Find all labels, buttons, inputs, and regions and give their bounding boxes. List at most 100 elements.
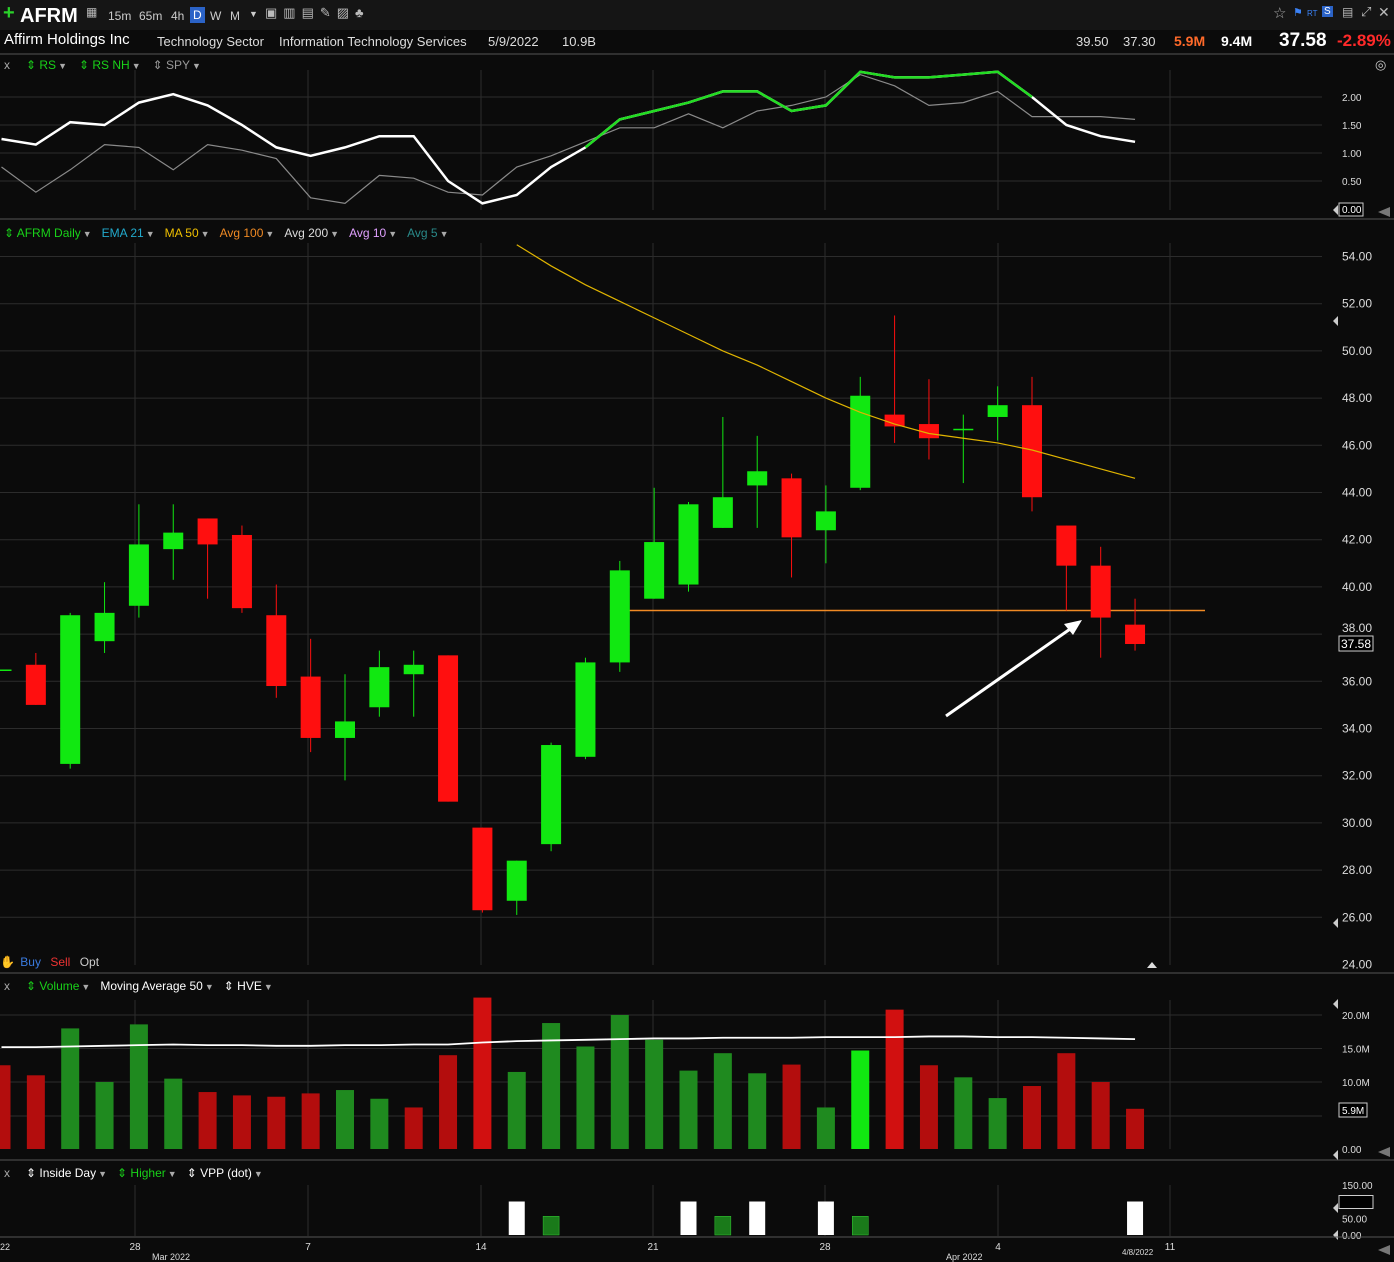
candle-body <box>678 504 699 585</box>
price-legend-afrm-daily[interactable]: ⇕ AFRM Daily ▼ <box>4 226 92 240</box>
inside-day-bar <box>1127 1201 1144 1235</box>
candle-body <box>163 532 184 550</box>
price-alert-icon <box>1147 962 1157 968</box>
volume-bar <box>782 1064 801 1149</box>
price-legend-avg-10[interactable]: Avg 10 ▼ <box>349 226 398 240</box>
interval-w[interactable]: W <box>210 9 222 23</box>
xaxis-label: Apr 2022 <box>946 1252 983 1262</box>
vpp-label: VPP (dot) <box>200 1166 252 1180</box>
hve-legend[interactable]: ⇕ HVE ▼ <box>223 979 273 993</box>
interval-dropdown-icon[interactable]: ▼ <box>249 9 258 19</box>
dropdown-icon[interactable]: ▼ <box>145 229 155 239</box>
signal-close-icon[interactable]: x <box>4 1166 10 1180</box>
candle-body <box>1056 525 1077 566</box>
add-symbol-icon[interactable]: + <box>3 2 15 24</box>
dropdown-icon[interactable]: ▼ <box>265 229 275 239</box>
price-tick-label: 40.00 <box>1342 580 1372 594</box>
volume-close-icon[interactable]: x <box>4 979 10 993</box>
price-legend-avg-5[interactable]: Avg 5 ▼ <box>407 226 449 240</box>
rs-legend-rsnh[interactable]: ⇕ RS NH ▼ <box>78 58 141 72</box>
xaxis-label: 28 <box>819 1242 831 1253</box>
vpp-legend[interactable]: ⇕ VPP (dot) ▼ <box>186 1166 263 1180</box>
volume-tick-label: 0.00 <box>1342 1145 1362 1156</box>
signal-marker-icon <box>1333 1203 1338 1213</box>
rs-close-icon[interactable]: x <box>4 58 10 72</box>
volume-ma-legend[interactable]: Moving Average 50 ▼ <box>100 979 214 993</box>
bell-icon[interactable]: ▦ <box>86 5 98 19</box>
price-tick-label: 44.00 <box>1342 486 1372 500</box>
dropdown-icon[interactable]: ▼ <box>388 229 398 239</box>
settings-icon[interactable]: ◎ <box>1375 57 1387 72</box>
dropdown-icon[interactable]: ▼ <box>330 229 340 239</box>
tools-icon-group[interactable]: ▣▥▤✎▨♣ <box>265 5 370 20</box>
candle-body <box>1090 565 1111 618</box>
dropdown-icon[interactable]: ▼ <box>82 229 92 239</box>
last-price-badge <box>1338 635 1374 652</box>
price-legend-ema-21[interactable]: EMA 21 ▼ <box>101 226 155 240</box>
higher-legend[interactable]: ⇕ Higher ▼ <box>117 1166 177 1180</box>
options-button[interactable]: Opt <box>79 955 100 969</box>
volume-badge <box>1338 1102 1368 1118</box>
dropdown-icon[interactable]: ▼ <box>200 229 210 239</box>
day-high: 39.50 <box>1076 34 1109 49</box>
volume-ma-label: Moving Average 50 <box>100 979 203 993</box>
volume-panel-header: x ⇕ Volume ▼ Moving Average 50 ▼ ⇕ HVE ▼ <box>0 975 1394 997</box>
volume-bar <box>713 1053 732 1149</box>
interval-d[interactable]: D <box>190 7 205 23</box>
sell-button[interactable]: Sell <box>50 955 71 969</box>
star-icon[interactable]: ☆ <box>1273 5 1287 22</box>
price-tick-label: 30.00 <box>1342 816 1372 830</box>
expand-icon[interactable]: ⤢ <box>1361 4 1372 19</box>
volume-bar <box>919 1065 938 1149</box>
rs-legend-spy[interactable]: ⇕ SPY ▼ <box>152 58 201 72</box>
interval-4h[interactable]: 4h <box>171 9 185 23</box>
volume-bar <box>1057 1053 1076 1149</box>
price-marker-icon <box>1333 316 1338 326</box>
symbol-title[interactable]: AFRM <box>20 5 78 27</box>
volume-bar <box>198 1092 217 1149</box>
volume-bar <box>267 1096 286 1149</box>
candle-body <box>918 424 939 439</box>
spy-line <box>1 73 1136 205</box>
volume-legend[interactable]: ⇕ Volume ▼ <box>26 979 91 993</box>
volume-bar <box>370 1098 389 1149</box>
price-legend-avg-100[interactable]: Avg 100 ▼ <box>219 226 275 240</box>
interval-m[interactable]: M <box>230 9 240 23</box>
inside-day-bar <box>680 1201 697 1235</box>
price-legend-avg-200[interactable]: Avg 200 ▼ <box>284 226 340 240</box>
rt-icon[interactable]: RT <box>1307 9 1318 18</box>
link-icon[interactable]: ▤ <box>1342 5 1354 19</box>
candle-body <box>60 615 81 764</box>
inside-day-legend[interactable]: ⇕ Inside Day ▼ <box>26 1166 108 1180</box>
price-tick-label: 24.00 <box>1342 958 1372 972</box>
interval-15m[interactable]: 15m <box>108 9 132 23</box>
interval-65m[interactable]: 65m <box>139 9 163 23</box>
sector-label[interactable]: Technology Sector <box>157 34 264 49</box>
share-icon[interactable]: S <box>1322 6 1333 17</box>
candle-body <box>94 612 115 642</box>
inside-day-bar <box>817 1201 834 1235</box>
rs-legend-rs[interactable]: ⇕ RS ▼ <box>26 58 67 72</box>
candle-body <box>747 471 768 486</box>
price-marker-icon-2 <box>1333 918 1338 928</box>
volume-bar <box>0 1065 11 1149</box>
close-icon[interactable]: ✕ <box>1378 4 1390 20</box>
rs-panel-header: x ⇕ RS ▼ ⇕ RS NH ▼ ⇕ SPY ▼ <box>0 54 1394 76</box>
flag-icon[interactable]: ⚑ <box>1293 7 1303 19</box>
candle-body <box>438 655 459 802</box>
volume-legend-label: Volume <box>39 979 80 993</box>
price-legend-ma-50[interactable]: MA 50 ▼ <box>164 226 210 240</box>
candle-body <box>335 721 355 738</box>
buy-button[interactable]: Buy <box>20 955 41 969</box>
dropdown-icon[interactable]: ▼ <box>439 229 449 239</box>
price-tick-label: 42.00 <box>1342 533 1372 547</box>
volume-bar <box>816 1107 835 1149</box>
industry-label[interactable]: Information Technology Services <box>279 34 467 49</box>
price-tick-label: 28.00 <box>1342 863 1372 877</box>
price-tick-label: 32.00 <box>1342 769 1372 783</box>
rs-badge-label: 0.00 <box>1342 205 1362 216</box>
candle-body <box>506 860 527 901</box>
price-tick-label: 36.00 <box>1342 674 1372 688</box>
candle-body <box>850 395 871 488</box>
